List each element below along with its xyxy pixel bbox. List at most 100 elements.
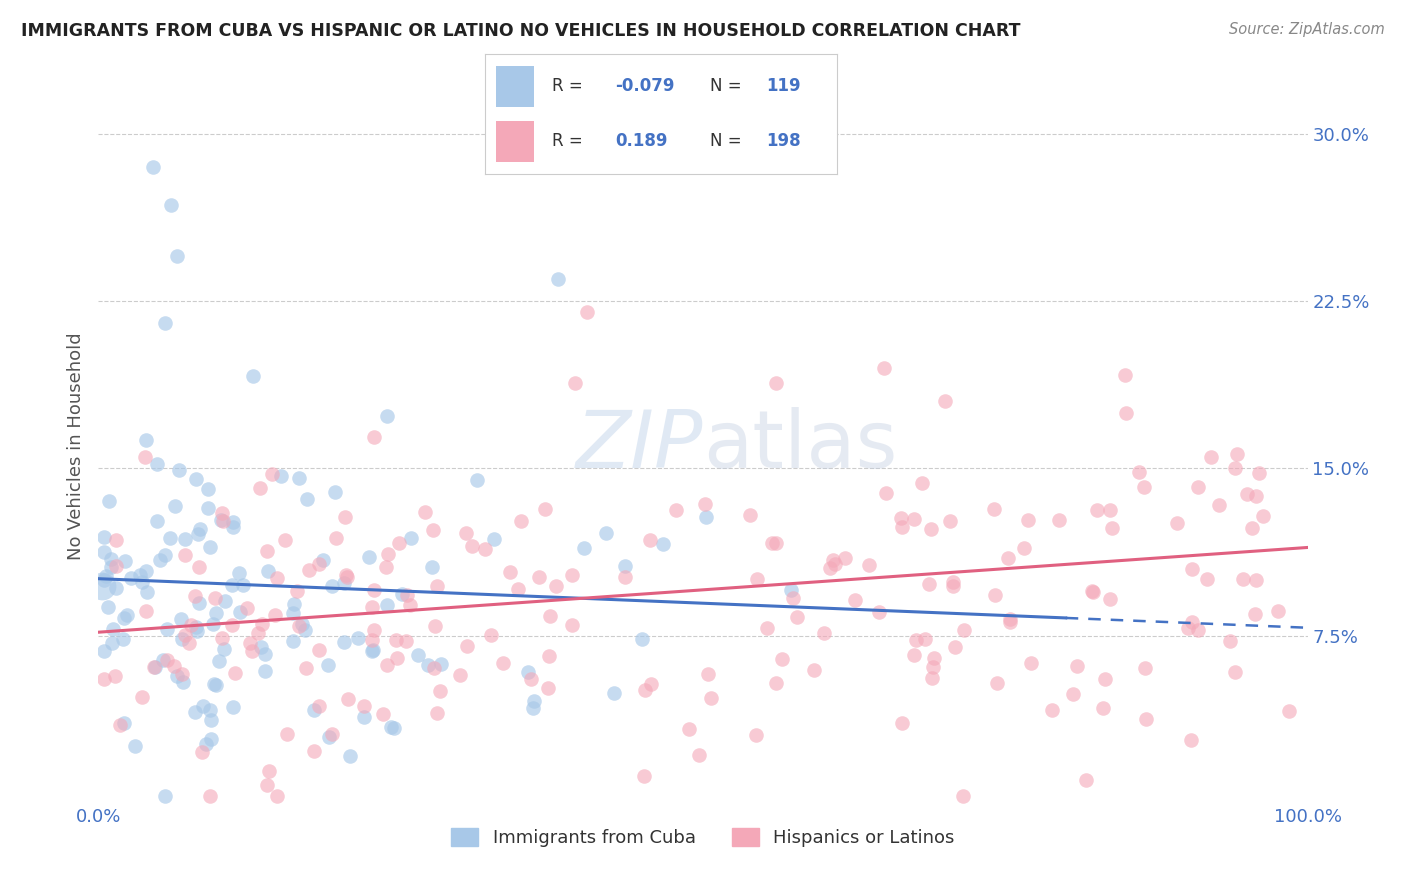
Point	[221, 577, 243, 591]
Point	[844, 592, 866, 607]
Point	[166, 669, 188, 683]
Point	[195, 737, 218, 751]
Y-axis label: No Vehicles in Household: No Vehicles in Household	[66, 332, 84, 560]
Point	[263, 608, 285, 623]
Point	[873, 360, 896, 375]
Point	[1099, 591, 1122, 606]
Point	[136, 585, 159, 599]
Point	[388, 535, 411, 549]
Point	[101, 636, 124, 650]
Point	[93, 673, 115, 687]
Point	[398, 598, 420, 612]
Point	[998, 612, 1021, 626]
Point	[211, 631, 233, 645]
Point	[93, 644, 115, 658]
Point	[1199, 450, 1222, 464]
Point	[474, 542, 496, 557]
Point	[159, 531, 181, 545]
Point	[1243, 607, 1265, 621]
Point	[135, 604, 157, 618]
Point	[823, 552, 845, 566]
Point	[304, 703, 326, 717]
Point	[537, 649, 560, 664]
Point	[191, 745, 214, 759]
Point	[399, 532, 422, 546]
Point	[1219, 634, 1241, 648]
Point	[456, 639, 478, 653]
Point	[134, 450, 156, 464]
Point	[1091, 700, 1114, 714]
Point	[308, 642, 330, 657]
Point	[174, 628, 197, 642]
Point	[1076, 772, 1098, 787]
Point	[395, 633, 418, 648]
Point	[288, 471, 311, 485]
Point	[146, 514, 169, 528]
Point	[104, 558, 127, 573]
Point	[186, 624, 208, 638]
Point	[921, 660, 943, 674]
Point	[638, 533, 661, 548]
Point	[108, 718, 131, 732]
Point	[135, 433, 157, 447]
Point	[100, 560, 122, 574]
Point	[803, 664, 825, 678]
Text: 0.189: 0.189	[616, 132, 668, 151]
Point	[984, 588, 1007, 602]
Point	[337, 692, 360, 706]
Point	[93, 545, 115, 559]
Text: atlas: atlas	[703, 407, 897, 485]
Point	[187, 527, 209, 541]
Point	[353, 709, 375, 723]
Point	[413, 505, 436, 519]
Point	[770, 651, 793, 665]
Point	[1135, 660, 1157, 674]
Point	[172, 674, 194, 689]
Point	[426, 579, 449, 593]
Point	[294, 624, 316, 638]
Text: Source: ZipAtlas.com: Source: ZipAtlas.com	[1229, 22, 1385, 37]
Point	[527, 570, 550, 584]
Point	[1094, 672, 1116, 686]
Point	[318, 730, 340, 744]
Point	[353, 699, 375, 714]
Point	[1223, 665, 1246, 679]
Point	[188, 596, 211, 610]
Point	[418, 658, 440, 673]
Point	[112, 632, 135, 647]
Point	[308, 699, 330, 714]
Point	[747, 572, 769, 586]
Point	[564, 376, 586, 391]
Point	[260, 467, 283, 482]
Point	[325, 532, 347, 546]
Point	[250, 616, 273, 631]
Point	[179, 636, 201, 650]
Point	[1236, 487, 1258, 501]
Point	[142, 161, 165, 175]
Point	[1177, 621, 1199, 635]
Point	[200, 540, 222, 554]
Point	[361, 599, 384, 614]
Point	[633, 769, 655, 783]
Point	[813, 625, 835, 640]
Point	[156, 653, 179, 667]
Point	[285, 583, 308, 598]
Point	[631, 632, 654, 646]
Point	[184, 619, 207, 633]
Point	[222, 519, 245, 533]
Point	[163, 659, 186, 673]
Point	[100, 551, 122, 566]
Point	[101, 622, 124, 636]
Point	[97, 494, 120, 508]
Point	[426, 706, 449, 720]
Point	[222, 515, 245, 529]
Point	[188, 522, 211, 536]
Point	[491, 656, 513, 670]
Point	[184, 706, 207, 720]
Point	[160, 198, 183, 212]
Point	[939, 514, 962, 528]
Point	[214, 594, 236, 608]
Text: N =: N =	[710, 77, 741, 95]
Point	[283, 598, 305, 612]
Point	[1062, 687, 1084, 701]
